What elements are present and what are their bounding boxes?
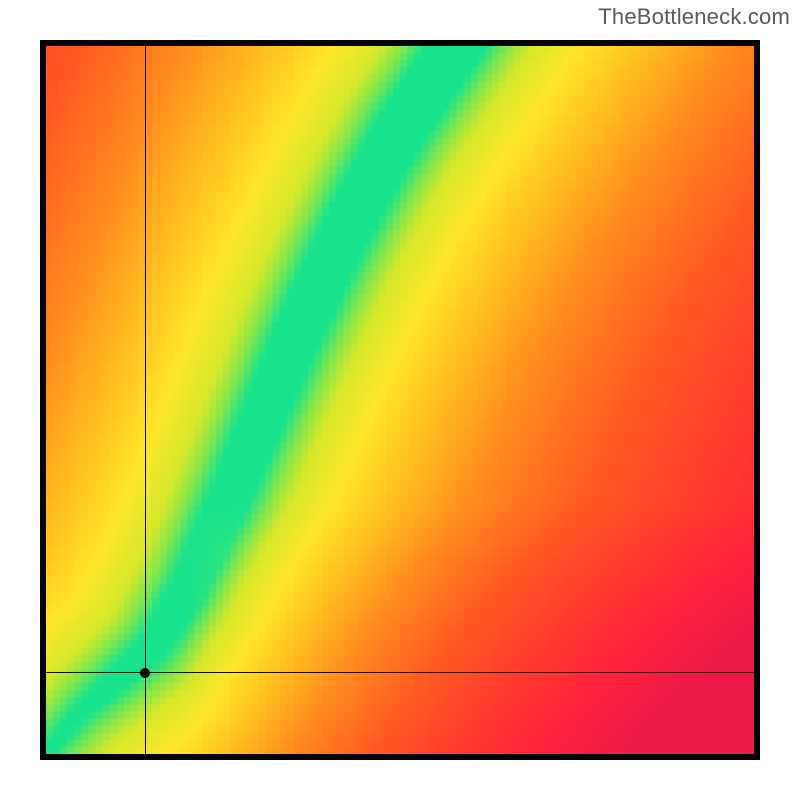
bottleneck-heatmap	[46, 46, 754, 754]
chart-container: TheBottleneck.com	[0, 0, 800, 800]
crosshair-vertical	[145, 40, 146, 760]
chart-frame	[40, 40, 760, 760]
attribution-text: TheBottleneck.com	[598, 4, 790, 30]
marker-point	[140, 668, 150, 678]
